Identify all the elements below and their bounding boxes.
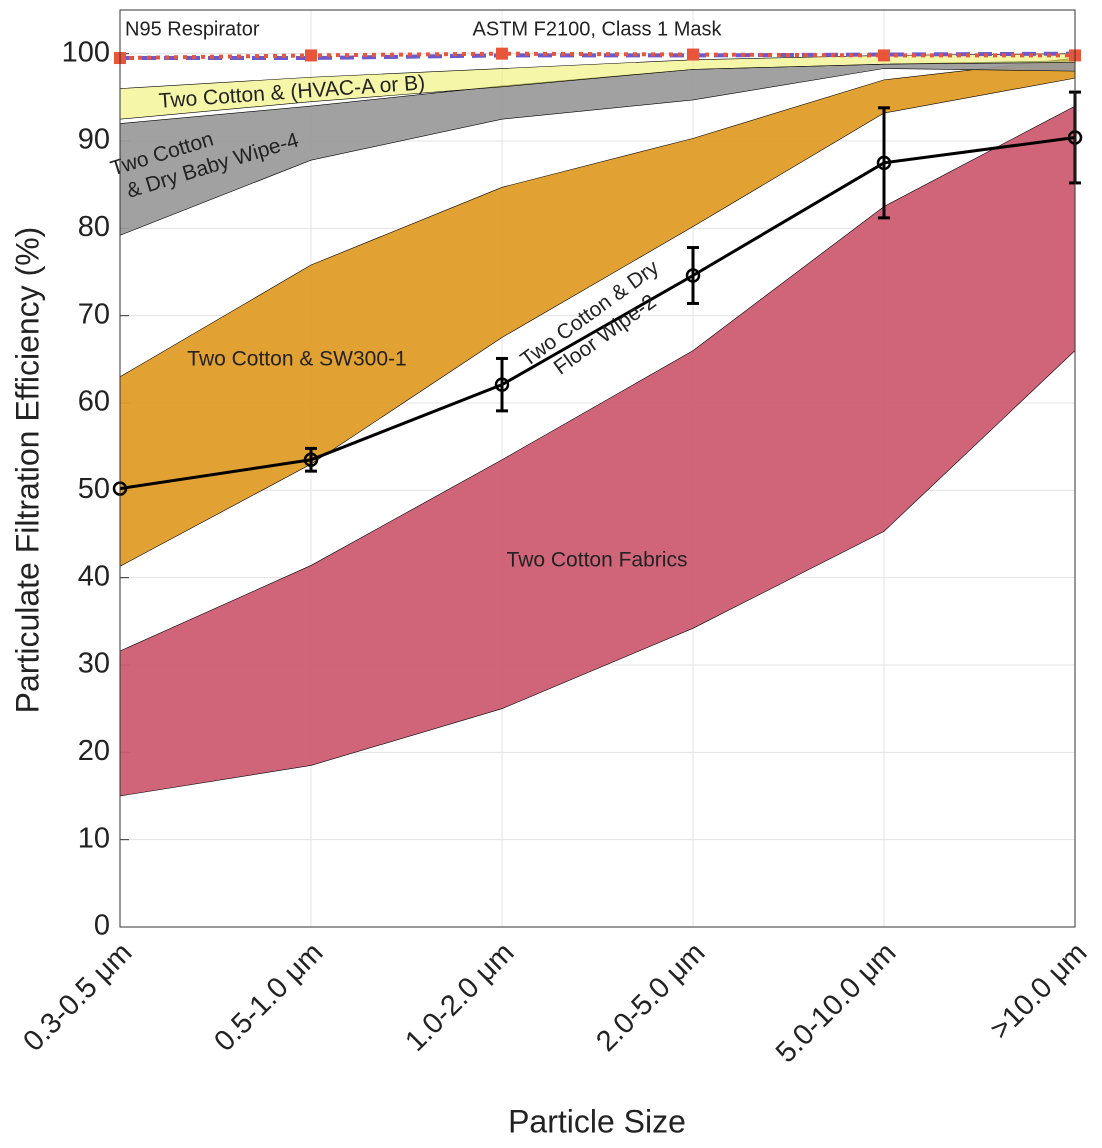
data-point [876,155,892,171]
y-tick-label: 70 [78,298,110,330]
x-axis-label: Particle Size [508,1103,686,1139]
error-bar [496,356,508,413]
y-tick-label: 80 [78,211,110,243]
y-axis-label: Particulate Filtration Efficiency (%) [9,227,45,714]
data-point [878,49,890,62]
y-tick-label: 90 [78,124,110,156]
x-tick-label: >10.0 μm [984,937,1093,1046]
data-point [496,47,508,60]
series-label: N95 Respirator [125,18,260,40]
x-tick-label: 2.0-5.0 μm [590,937,711,1058]
series-label: ASTM F2100, Class 1 Mask [473,18,723,40]
y-tick-label: 100 [62,36,110,68]
error-bar [687,246,699,305]
y-tick-label: 60 [78,386,110,418]
y-tick-label: 40 [78,560,110,592]
series-label: Two Cotton & SW300-1 [187,348,406,371]
y-tick-label: 10 [78,822,110,854]
data-point [685,268,701,283]
x-tick-label: 0.3-0.5 μm [17,937,138,1058]
series-line [119,51,1075,61]
series-line [119,136,1076,491]
error-bar [305,446,317,473]
x-tick-label: 0.5-1.0 μm [208,937,329,1058]
y-tick-label: 20 [78,735,110,767]
data-point [494,377,510,392]
y-tick-label: 30 [78,648,110,680]
error-bar [878,106,890,220]
x-tick-label: 5.0-10.0 μm [770,937,902,1069]
y-tick-label: 50 [78,473,110,505]
x-tick-label: 1.0-2.0 μm [399,937,520,1058]
series-label: Two Cotton Fabrics [507,549,688,572]
y-tick-label: 0 [94,910,110,942]
data-point [303,452,319,468]
data-point [305,49,317,62]
data-point [687,48,699,61]
plot-frame [119,9,1076,928]
